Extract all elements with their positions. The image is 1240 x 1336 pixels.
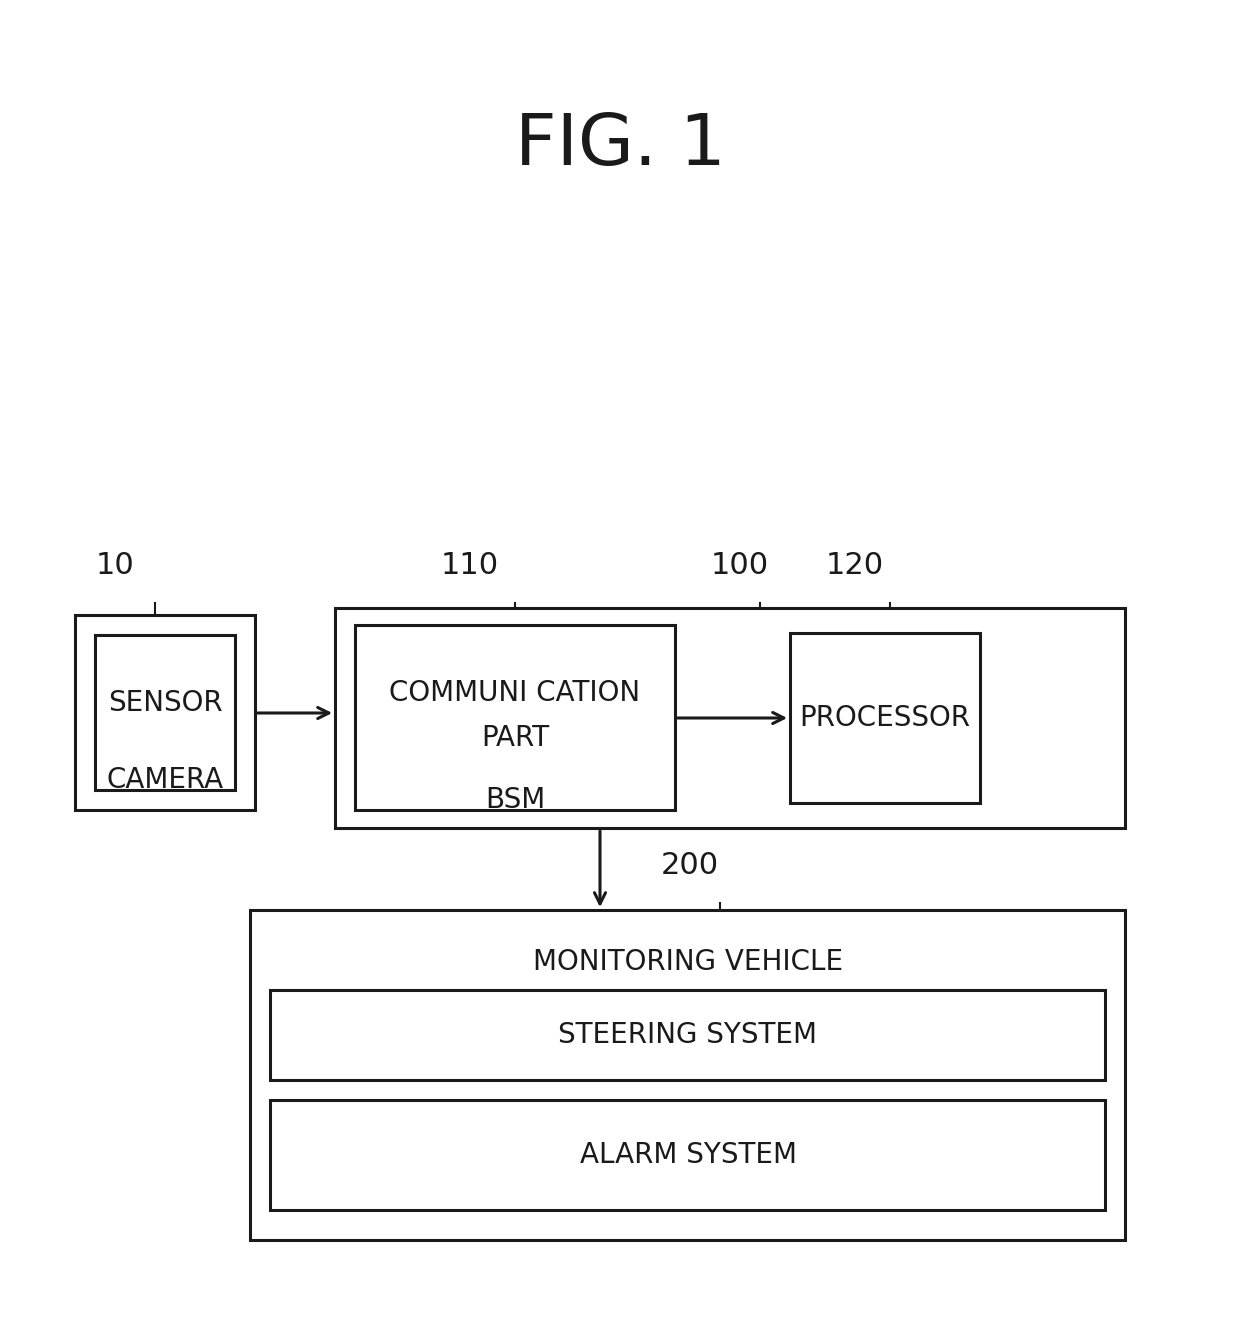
Text: 110: 110 [441,550,498,580]
Text: PART: PART [481,724,549,752]
Text: SENSOR: SENSOR [108,689,222,717]
Text: 10: 10 [95,550,134,580]
Bar [355,625,675,810]
Text: BSM: BSM [485,786,546,814]
Text: CAMERA: CAMERA [107,766,223,794]
Bar [790,633,980,803]
Text: 100: 100 [711,550,769,580]
Text: MONITORING VEHICLE: MONITORING VEHICLE [533,949,843,977]
Bar [250,910,1125,1240]
Text: 200: 200 [661,851,719,879]
Bar [270,990,1105,1079]
Text: 120: 120 [826,550,884,580]
Bar [270,1100,1105,1210]
Bar [335,608,1125,828]
Text: STEERING SYSTEM: STEERING SYSTEM [558,1021,817,1049]
Text: ALARM SYSTEM: ALARM SYSTEM [579,1141,796,1169]
Text: PROCESSOR: PROCESSOR [800,704,971,732]
Bar [74,615,255,810]
Text: COMMUNI CATION: COMMUNI CATION [389,679,641,707]
Bar [95,635,236,790]
Text: FIG. 1: FIG. 1 [515,111,725,179]
